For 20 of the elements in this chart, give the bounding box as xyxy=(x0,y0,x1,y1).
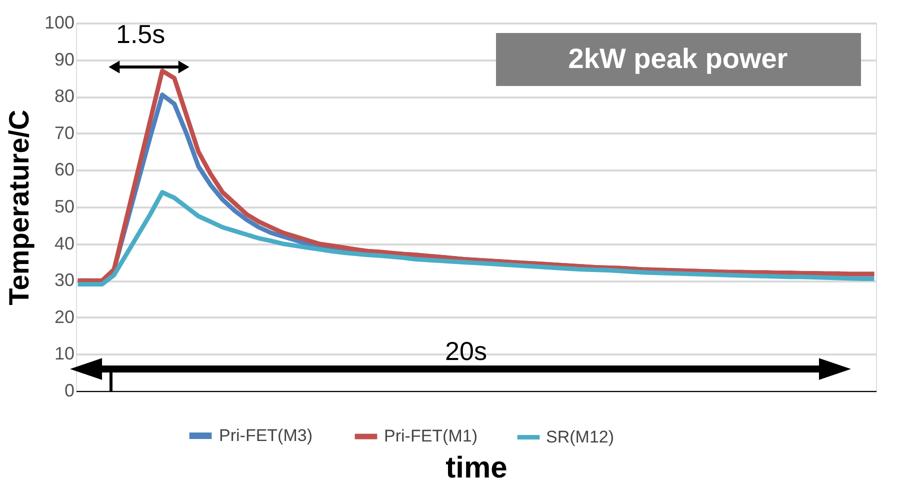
annotation: 20s xyxy=(445,336,487,366)
y-tick-label: 30 xyxy=(54,270,74,290)
line-series xyxy=(76,190,876,287)
annotation: 1.5s xyxy=(116,19,166,49)
y-tick-label: 90 xyxy=(54,49,74,70)
annotation: 2kW peak power xyxy=(568,43,788,74)
y-tick-label: 20 xyxy=(54,306,74,327)
y-tick-label: 60 xyxy=(54,160,74,180)
y-axis-title: Temperature/C xyxy=(3,110,34,306)
legend-label: Pri-FET(M1) xyxy=(384,426,478,446)
legend-label: Pri-FET(M3) xyxy=(219,426,312,445)
y-tick-label: 10 xyxy=(54,344,74,364)
x-axis-title: time xyxy=(446,452,508,484)
y-tick-label: 80 xyxy=(54,86,74,106)
y-tick-label: 100 xyxy=(44,12,74,32)
y-tick-label: 0 xyxy=(64,380,74,400)
y-tick-label: 70 xyxy=(54,122,74,143)
y-tick-label: 40 xyxy=(54,233,74,254)
y-tick-label: 50 xyxy=(54,196,74,216)
legend-label: SR(M12) xyxy=(546,427,614,446)
